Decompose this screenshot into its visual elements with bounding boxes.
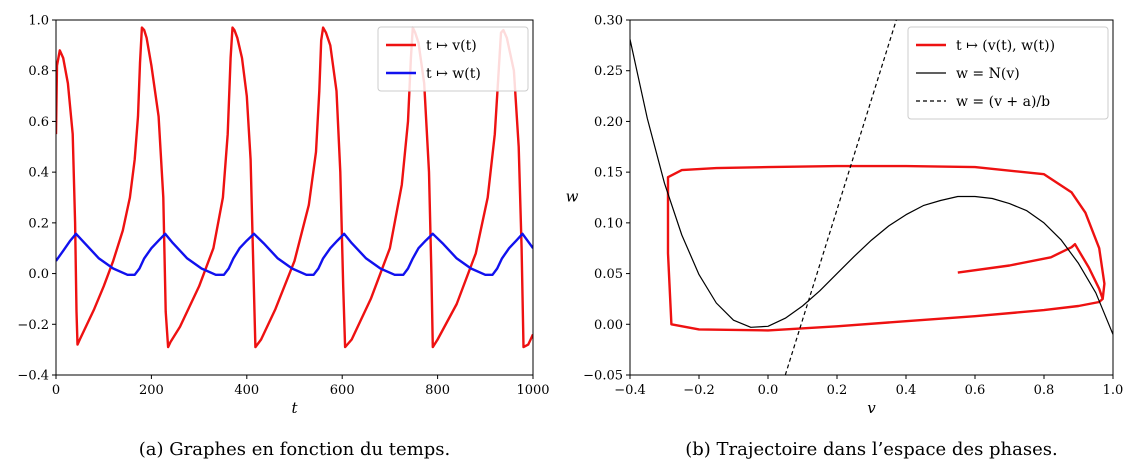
x-tick-label: 1000 (516, 383, 549, 398)
y-axis-label: w (566, 188, 579, 206)
y-tick-label: −0.2 (17, 318, 49, 333)
y-tick-label: 1.0 (28, 14, 49, 29)
x-tick-label: 1.0 (1103, 383, 1124, 398)
y-tick-label: −0.4 (17, 369, 49, 384)
x-tick-label: 400 (234, 383, 259, 398)
x-tick-label: 200 (139, 383, 164, 398)
legend: t ↦ (v(t), w(t)) w = N(v) w = (v + a)/b (908, 27, 1108, 119)
x-tick-label: 0.6 (965, 383, 986, 398)
y-tick-label: 0.00 (594, 318, 623, 333)
series-line-0 (668, 166, 1104, 330)
x-tick-label: 600 (330, 383, 355, 398)
y-tick-label: 0.4 (28, 166, 49, 181)
x-tick-label: 0.0 (758, 383, 779, 398)
y-tick-label: 0.15 (594, 166, 623, 181)
legend-entry: t ↦ w(t) (426, 66, 481, 82)
x-tick-label: 800 (425, 383, 450, 398)
y-tick-label: 0.0 (28, 267, 49, 282)
legend-entry: t ↦ v(t) (426, 38, 477, 54)
x-tick-label: 0 (52, 383, 60, 398)
x-tick-label: −0.2 (683, 383, 715, 398)
x-axis-label: t (291, 399, 298, 417)
chart-b: −0.4 −0.2 0.0 0.2 0.4 0.6 0.8 1.0 −0.05 0.00 0.05 0… (566, 14, 1124, 461)
y-tick-label: 0.8 (28, 64, 49, 79)
chart-a: 0 200 400 600 800 1000 −0.4 −0.2 0.0 0.2 0.4 0.6 0.8… (17, 14, 549, 461)
y-tick-label: 0.20 (594, 115, 623, 130)
y-tick-label: 0.10 (594, 216, 623, 231)
y-tick-label: 0.30 (594, 14, 623, 29)
figure-caption: (b) Trajectoire dans l’espace des phases… (685, 439, 1057, 460)
y-tick-label: 0.2 (28, 216, 49, 231)
series-line-1 (56, 234, 533, 275)
x-tick-label: 0.2 (827, 383, 848, 398)
x-tick-label: −0.4 (614, 383, 646, 398)
y-tick-label: 0.25 (594, 64, 623, 79)
y-tick-label: −0.05 (583, 369, 623, 384)
x-tick-label: 0.4 (896, 383, 917, 398)
figure-caption: (a) Graphes en fonction du temps. (139, 439, 451, 460)
y-tick-label: 0.05 (594, 267, 623, 282)
y-tick-label: 0.6 (28, 115, 49, 130)
legend-entry: w = (v + a)/b (956, 94, 1050, 110)
series-line-2 (785, 20, 896, 375)
legend-entry: w = N(v) (956, 66, 1020, 82)
legend-entry: t ↦ (v(t), w(t)) (956, 38, 1055, 54)
x-axis-label: v (867, 399, 876, 417)
legend: t ↦ v(t) t ↦ w(t) (378, 27, 528, 91)
x-tick-label: 0.8 (1034, 383, 1055, 398)
